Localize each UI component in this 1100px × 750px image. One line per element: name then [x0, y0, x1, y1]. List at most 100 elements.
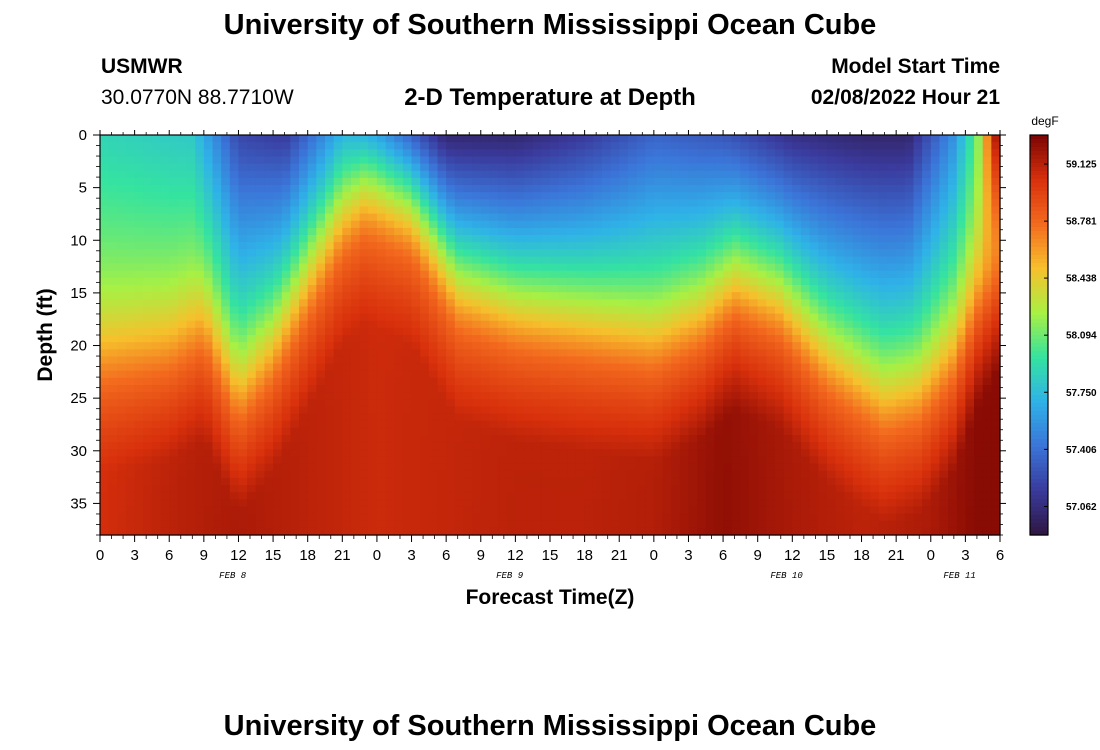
heatmap-cell — [325, 299, 335, 308]
heatmap-cell — [255, 406, 266, 415]
heatmap-cell — [870, 135, 880, 143]
heatmap-cell — [420, 285, 430, 293]
heatmap-cell — [143, 399, 153, 408]
heatmap-cell — [818, 199, 828, 208]
heatmap-cell — [411, 377, 421, 386]
heatmap-cell — [299, 499, 309, 508]
heatmap-cell — [575, 327, 586, 336]
heatmap-cell — [342, 206, 352, 215]
heatmap-cell — [160, 335, 170, 343]
heatmap-cell — [636, 156, 646, 165]
heatmap-cell — [636, 299, 646, 308]
heatmap-cell — [550, 249, 560, 258]
heatmap-cell — [653, 163, 664, 172]
heatmap-cell — [480, 442, 491, 450]
heatmap-cell — [506, 227, 516, 236]
heatmap-cell — [489, 242, 499, 250]
heatmap-cell — [498, 177, 508, 186]
heatmap-cell — [697, 285, 707, 293]
heatmap-cell — [800, 506, 811, 515]
station-name: USMWR — [101, 55, 183, 78]
heatmap-cell — [818, 470, 828, 479]
heatmap-cell — [359, 299, 369, 308]
heatmap-cell — [454, 299, 465, 308]
heatmap-cell — [610, 270, 620, 279]
heatmap-cell — [177, 342, 188, 350]
heatmap-cell — [420, 399, 430, 408]
heatmap-cell — [264, 292, 274, 300]
heatmap-cell — [835, 527, 845, 536]
heatmap-cell — [524, 363, 534, 372]
heatmap-cell — [420, 477, 430, 486]
heatmap-cell — [273, 263, 283, 272]
heatmap-cell — [532, 449, 542, 458]
heatmap-cell — [316, 492, 326, 500]
heatmap-cell — [852, 306, 863, 315]
heatmap-cell — [870, 170, 880, 179]
heatmap-cell — [325, 213, 335, 222]
heatmap-cell — [299, 363, 309, 372]
heatmap-cell — [852, 277, 863, 286]
heatmap-cell — [281, 506, 291, 515]
heatmap-cell — [368, 277, 378, 286]
heatmap-cell — [108, 463, 118, 472]
heatmap-cell — [783, 420, 793, 429]
heatmap-cell — [757, 270, 767, 279]
heatmap-cell — [671, 270, 681, 279]
heatmap-cell — [818, 170, 828, 179]
heatmap-cell — [368, 135, 378, 143]
heatmap-cell — [333, 192, 343, 200]
heatmap-cell — [316, 277, 326, 286]
heatmap-cell — [108, 335, 118, 343]
heatmap-cell — [506, 363, 516, 372]
heatmap-cell — [134, 320, 144, 329]
heatmap-cell — [541, 406, 551, 415]
heatmap-cell — [610, 292, 620, 300]
heatmap-cell — [125, 149, 136, 158]
heatmap-cell — [437, 370, 447, 379]
heatmap-cell — [679, 170, 690, 179]
heatmap-cell — [558, 342, 568, 350]
heatmap-cell — [489, 156, 499, 165]
heatmap-cell — [368, 456, 378, 465]
heatmap-cell — [861, 456, 871, 465]
heatmap-cell — [333, 370, 343, 379]
heatmap-cell — [446, 220, 456, 229]
heatmap-cell — [143, 406, 153, 415]
heatmap-cell — [783, 463, 793, 472]
heatmap-cell — [402, 149, 413, 158]
heatmap-cell — [385, 213, 395, 222]
heatmap-cell — [247, 477, 257, 486]
heatmap-cell — [861, 199, 871, 208]
heatmap-cell — [593, 327, 603, 336]
heatmap-cell — [342, 506, 352, 515]
heatmap-cell — [792, 363, 802, 372]
heatmap-cell — [775, 163, 785, 172]
heatmap-cell — [489, 206, 499, 215]
heatmap-cell — [852, 370, 863, 379]
heatmap-cell — [809, 142, 819, 150]
heatmap-cell — [160, 227, 170, 236]
heatmap-cell — [852, 527, 863, 536]
heatmap-cell — [160, 299, 170, 308]
heatmap-cell — [818, 385, 828, 393]
heatmap-cell — [844, 449, 854, 458]
heatmap-cell — [125, 427, 136, 436]
heatmap-cell — [601, 213, 612, 222]
heatmap-cell — [601, 435, 612, 443]
heatmap-cell — [273, 249, 283, 258]
heatmap-cell — [610, 385, 620, 393]
heatmap-cell — [420, 227, 430, 236]
heatmap-cell — [550, 235, 560, 243]
heatmap-cell — [800, 213, 811, 222]
heatmap-cell — [411, 342, 421, 350]
heatmap-cell — [541, 377, 551, 386]
heatmap-cell — [818, 135, 828, 143]
heatmap-cell — [852, 449, 863, 458]
heatmap-cell — [446, 385, 456, 393]
heatmap-cell — [524, 463, 534, 472]
heatmap-cell — [325, 199, 335, 208]
heatmap-cell — [558, 449, 568, 458]
heatmap-cell — [402, 499, 413, 508]
heatmap-cell — [688, 320, 698, 329]
